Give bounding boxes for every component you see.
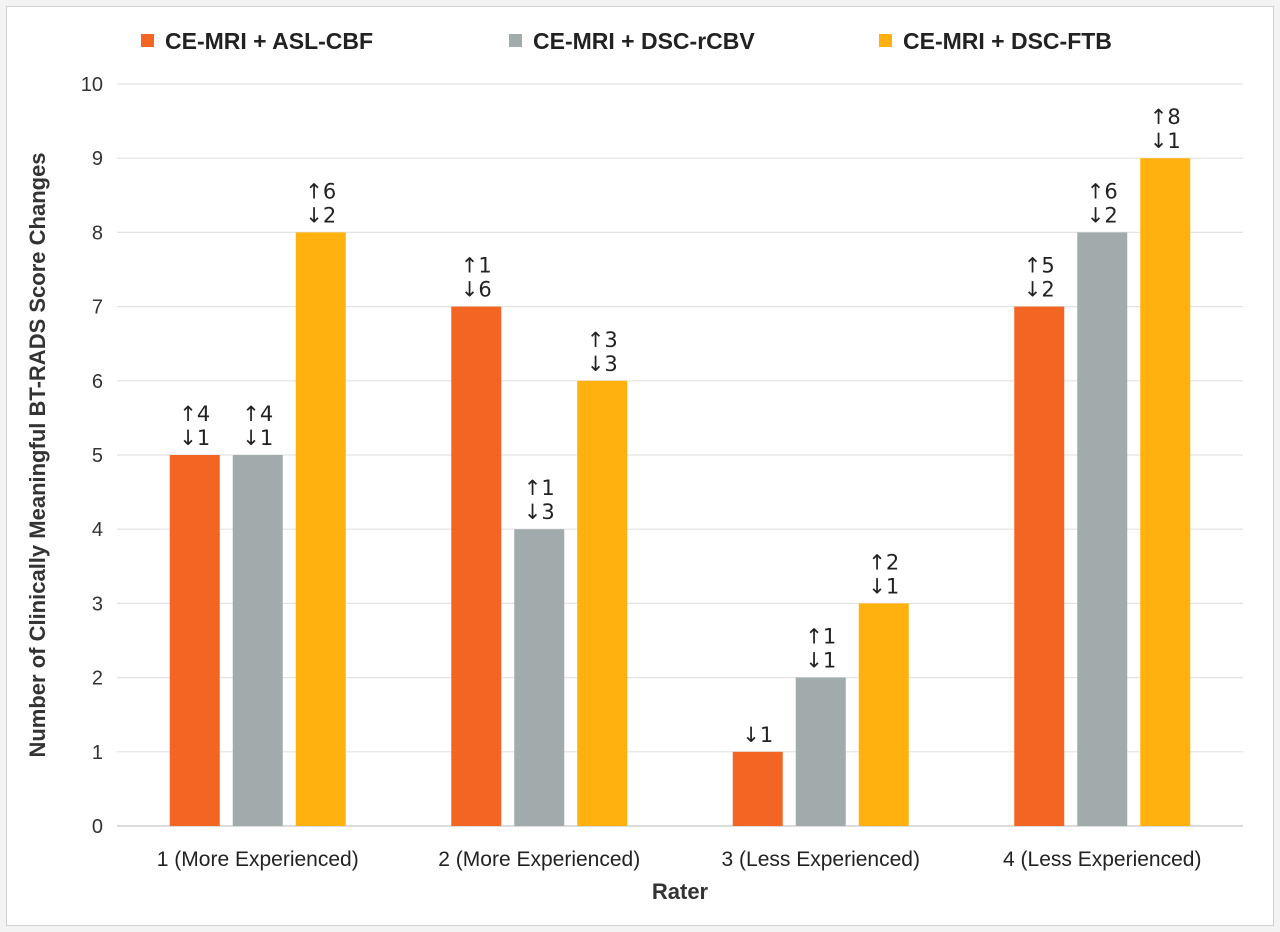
legend: CE-MRI + ASL-CBF CE-MRI + DSC-rCBV CE-MRI … [141,28,1112,54]
bar-annotation: ↓1 [179,426,210,450]
x-axis-categories: 1 (More Experienced) 2 (More Experienced)… [157,848,1202,871]
chart-frame: 0 1 2 3 4 5 6 7 8 9 10 ↑4 ↓1 ↑4 ↓1 ↑6 ↓2 ↑1 ↓6 ↑1 ↓3 ↑3 ↓3 ↓1 ↑… [6,6,1274,926]
bar [232,455,283,826]
bars [169,158,1191,827]
bar-annotation: ↑3 [587,328,618,352]
y-tick-label: 9 [92,148,103,170]
y-tick-label: 5 [92,445,103,467]
y-tick-label: 6 [92,371,103,393]
y-tick-label: 0 [92,816,103,838]
bar-annotation: ↓3 [587,352,618,376]
bar-annotation: ↑2 [868,550,899,574]
bar-annotation: ↓2 [1087,203,1118,227]
bar-annotation: ↓1 [742,723,773,747]
bar [858,603,909,826]
legend-item: CE-MRI + DSC-FTB [879,28,1112,54]
bar [1014,306,1065,827]
bar-annotation: ↑1 [461,254,492,278]
legend-label: CE-MRI + DSC-FTB [903,28,1112,54]
bar [577,380,628,826]
bar [795,677,846,826]
bar-annotation: ↓6 [461,278,492,302]
bar-annotation: ↑8 [1150,105,1181,129]
bar [732,751,783,826]
bar-annotation: ↓2 [305,203,336,227]
legend-label: CE-MRI + DSC-rCBV [533,28,755,54]
x-tick-label: 3 (Less Experienced) [722,848,920,871]
y-tick-label: 7 [92,297,103,319]
legend-swatch [509,34,522,47]
legend-label: CE-MRI + ASL-CBF [165,28,373,54]
bar-annotation: ↓1 [1150,129,1181,153]
y-tick-label: 8 [92,222,103,244]
y-tick-label: 10 [81,74,103,96]
bar-annotation: ↑1 [805,625,836,649]
legend-swatch [879,34,892,47]
bar-annotations: ↑4↓1↑4↓1↑6↓2↑1↓6↑1↓3↑3↓3↓1↑1↓1↑2↓1↑5↓2↑6… [179,105,1180,747]
y-tick-label: 1 [92,742,103,764]
bar-annotation: ↑6 [1087,179,1118,203]
bar-annotation: ↓3 [524,500,555,524]
legend-item: CE-MRI + ASL-CBF [141,28,373,54]
x-axis-title: Rater [652,879,709,904]
x-tick-label: 4 (Less Experienced) [1003,848,1201,871]
bar [1140,158,1191,826]
bar-annotation: ↓1 [868,574,899,598]
bar [1077,232,1128,826]
y-tick-label: 4 [92,519,103,541]
y-axis-title: Number of Clinically Meaningful BT-RADS … [25,152,50,757]
bar-annotation: ↓2 [1024,278,1055,302]
legend-swatch [141,34,154,47]
bar-annotation: ↓1 [242,426,273,450]
bar [451,306,502,827]
bar-annotation: ↑5 [1024,254,1055,278]
bar [295,232,346,826]
bar-annotation: ↑4 [242,402,273,426]
bar [169,455,220,826]
y-axis-ticks: 0 1 2 3 4 5 6 7 8 9 10 [81,74,103,838]
bar-annotation: ↓1 [805,649,836,673]
legend-item: CE-MRI + DSC-rCBV [509,28,755,54]
bar-annotation: ↑6 [305,179,336,203]
gridlines [117,83,1243,827]
bar [514,529,565,826]
y-tick-label: 2 [92,668,103,690]
bar-annotation: ↑1 [524,476,555,500]
y-tick-label: 3 [92,593,103,615]
x-tick-label: 2 (More Experienced) [438,848,640,871]
bar-annotation: ↑4 [179,402,210,426]
x-tick-label: 1 (More Experienced) [157,848,359,871]
